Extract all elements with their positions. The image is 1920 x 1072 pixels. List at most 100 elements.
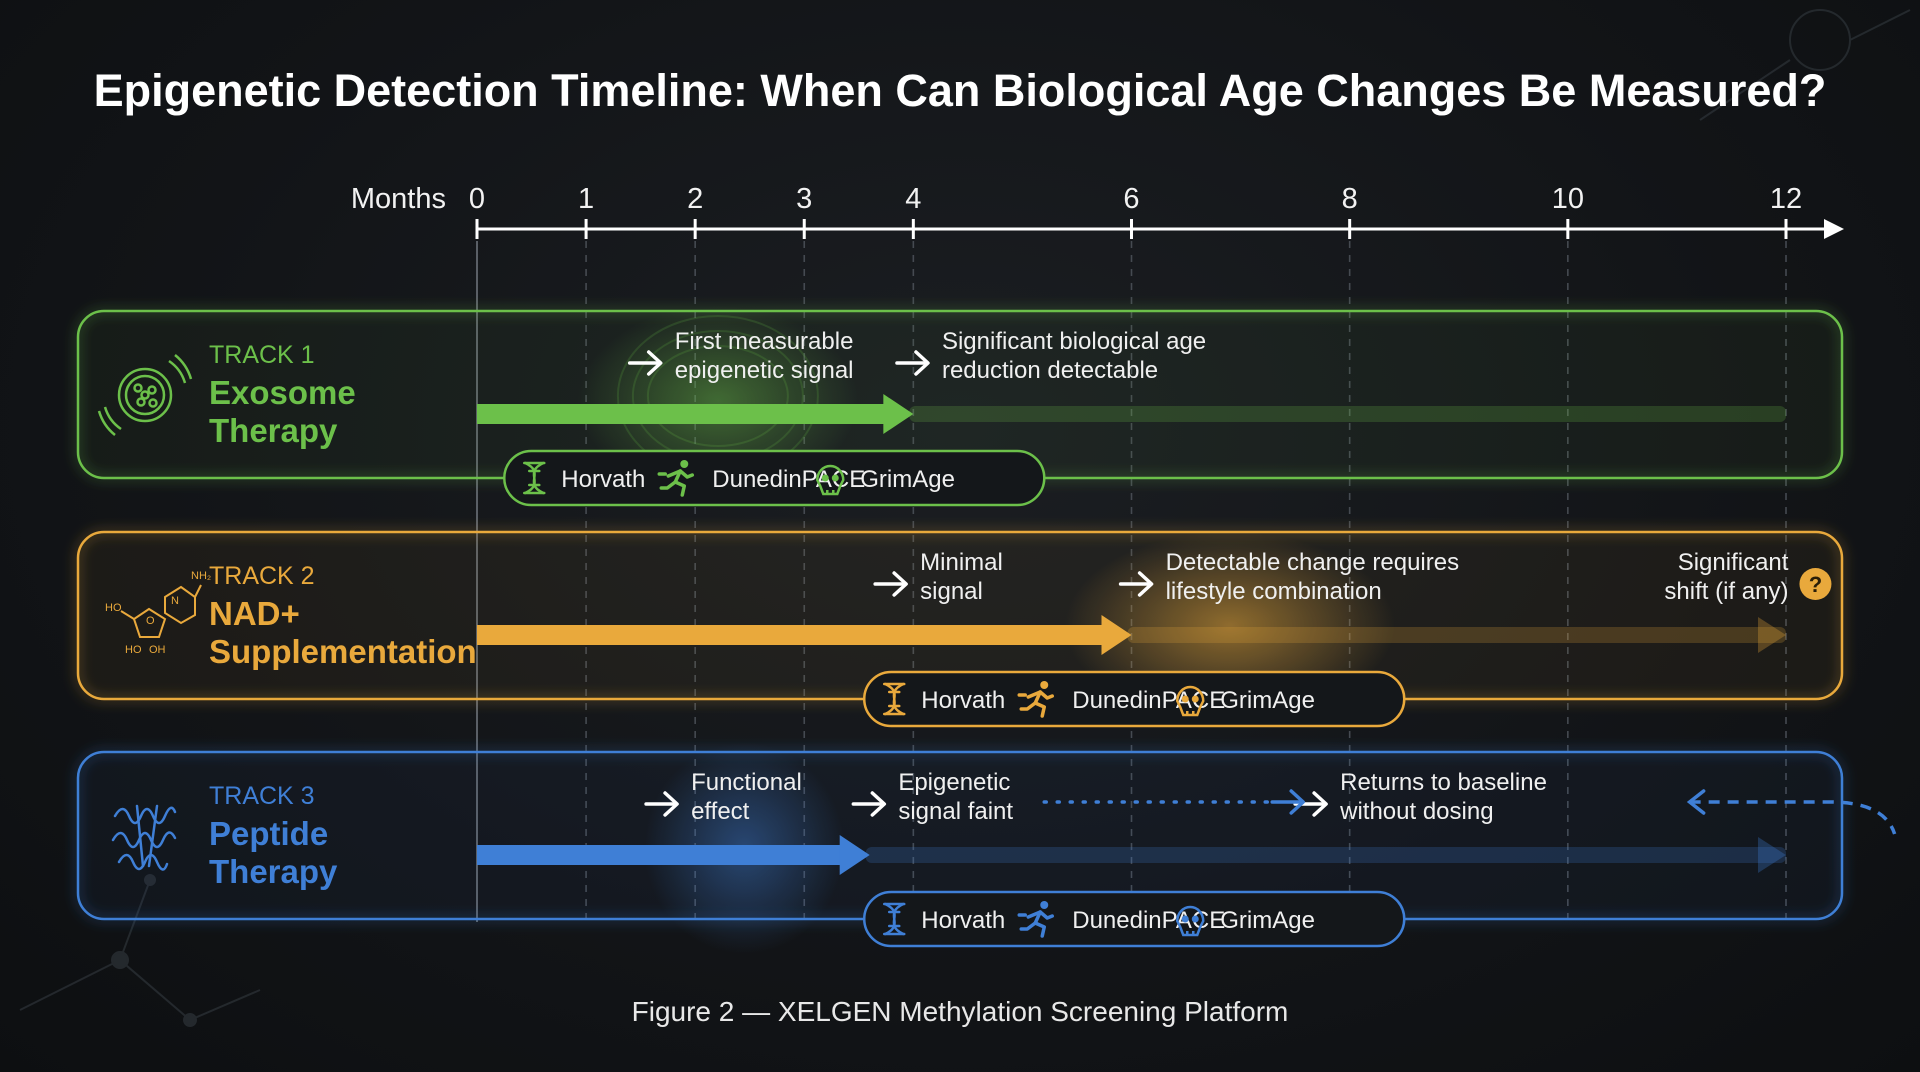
note-arrow-icon — [1118, 571, 1154, 597]
runner-icon — [657, 460, 695, 497]
track-name-line: Peptide — [209, 815, 328, 852]
dna-icon — [523, 461, 546, 495]
note-line: Functional — [691, 769, 802, 796]
note-arrow-icon — [851, 791, 887, 817]
svg-text:?: ? — [1809, 572, 1822, 597]
axis-tick-label: 12 — [1770, 183, 1802, 215]
track-name-line: Exosome — [209, 374, 356, 411]
note-line: First measurable — [675, 328, 854, 355]
note-line: Significant biological age — [942, 328, 1206, 355]
exosome-icon — [97, 354, 193, 436]
skull-icon — [1175, 685, 1205, 717]
solid-bar-arrowhead — [883, 394, 914, 434]
track-name-line: Supplementation — [209, 633, 477, 670]
axis-tick-label: 8 — [1342, 183, 1358, 215]
track-name-line: Therapy — [209, 853, 338, 890]
marker-label: GrimAge — [860, 466, 955, 493]
note-line: Minimal — [920, 549, 1003, 576]
note-line: without dosing — [1339, 798, 1493, 825]
axis-tick-label: 1 — [578, 183, 594, 215]
svg-text:OH: OH — [149, 644, 166, 656]
note-arrow-icon — [627, 350, 663, 376]
svg-text:O: O — [146, 615, 155, 627]
note-arrow-icon — [1270, 789, 1305, 815]
note-line: lifestyle combination — [1166, 578, 1382, 605]
track-name-line: NAD+ — [209, 595, 300, 632]
solid-bar — [477, 404, 888, 424]
dna-icon — [882, 682, 906, 716]
background-molecule-network — [19, 9, 1911, 1027]
axis-tick-label: 4 — [905, 183, 921, 215]
svg-text:HO: HO — [105, 602, 122, 614]
note-line: Significant — [1678, 549, 1789, 576]
svg-text:NH₂: NH₂ — [191, 570, 211, 582]
solid-bar-arrowhead — [839, 835, 870, 875]
axis-tick-label: 10 — [1552, 183, 1584, 215]
axis-tick-label: 3 — [796, 183, 812, 215]
axis-label: Months — [351, 183, 446, 215]
track-number: TRACK 3 — [209, 782, 315, 810]
axis-arrowhead — [1824, 219, 1844, 239]
skull-icon — [1175, 905, 1205, 937]
skull-icon — [816, 464, 845, 496]
marker-label: GrimAge — [1220, 687, 1315, 714]
question-icon: ? — [1799, 568, 1832, 600]
faint-bar — [865, 847, 1786, 863]
note-line: reduction detectable — [942, 357, 1158, 384]
note-arrow-icon — [873, 571, 908, 597]
svg-text:N: N — [171, 595, 179, 607]
faint-bar — [909, 406, 1786, 422]
runner-icon — [1017, 681, 1054, 718]
note-line: signal faint — [898, 798, 1013, 825]
note-line: epigenetic signal — [675, 357, 854, 384]
marker-label: Horvath — [921, 687, 1005, 714]
return-dashed-arrow — [1689, 800, 1897, 835]
note-line: effect — [691, 798, 750, 825]
faint-bar — [1127, 627, 1786, 643]
track-number: TRACK 2 — [209, 562, 315, 590]
note-line: Returns to baseline — [1340, 769, 1547, 796]
note-line: Epigenetic — [898, 769, 1010, 796]
protein-icon — [111, 804, 177, 871]
marker-label: Horvath — [921, 907, 1005, 934]
nad-molecule-icon: NH₂ HO HO OH O N — [105, 570, 211, 656]
figure-caption: Figure 2 — XELGEN Methylation Screening … — [632, 996, 1289, 1027]
marker-label: Horvath — [561, 466, 645, 493]
solid-bar — [477, 845, 844, 865]
note-arrow-icon — [895, 350, 930, 376]
page-title: Epigenetic Detection Timeline: When Can … — [94, 65, 1827, 116]
note-line: shift (if any) — [1664, 578, 1788, 605]
solid-bar-arrowhead — [1101, 615, 1132, 655]
axis-tick-label: 6 — [1123, 183, 1139, 215]
axis-tick-label: 0 — [469, 183, 485, 215]
track-number: TRACK 1 — [209, 341, 315, 369]
faint-bar-arrowhead — [1758, 837, 1786, 873]
dna-icon — [882, 902, 906, 936]
return-arrowhead — [1686, 789, 1706, 815]
note-arrow-icon — [644, 791, 679, 817]
marker-label: GrimAge — [1220, 907, 1315, 934]
track-nad: NH₂ HO HO OH O N TRACK 2 NAD+Supplementation Min… — [75, 529, 1845, 728]
signal-ring — [646, 345, 789, 447]
note-line: Detectable change requires — [1166, 549, 1460, 576]
solid-bar — [477, 625, 1106, 645]
time-axis: Months 0 1 2 3 4 6 8 10 12 — [351, 183, 1844, 239]
svg-text:HO: HO — [125, 644, 142, 656]
faint-bar-arrowhead — [1758, 617, 1786, 653]
axis-tick-label: 2 — [687, 183, 703, 215]
track-name-line: Therapy — [209, 412, 338, 449]
